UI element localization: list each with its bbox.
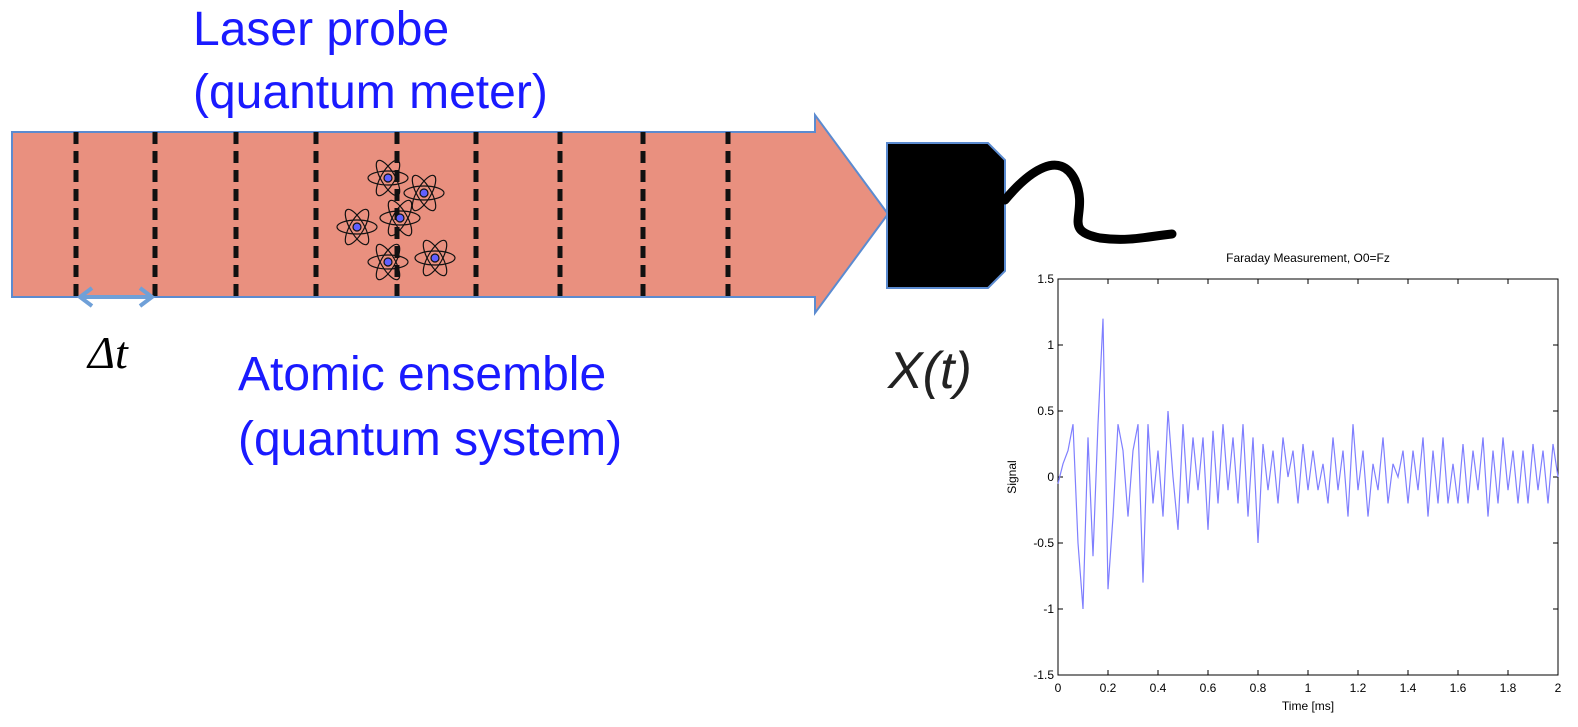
ensemble-label: (quantum system) [238, 413, 622, 466]
atoms [336, 159, 456, 281]
y-tick-label: -0.5 [1033, 536, 1054, 550]
time-slices [73, 132, 731, 297]
x-tick-label: 1.4 [1400, 681, 1417, 695]
x-tick-label: 1.6 [1450, 681, 1467, 695]
signal-line [1057, 318, 1559, 610]
y-axis-label: Signal [1005, 460, 1019, 493]
interval-label: Δt [86, 327, 129, 378]
y-tick-label: 0.5 [1037, 404, 1054, 418]
detector [886, 142, 1006, 289]
y-tick-label: -1 [1043, 602, 1054, 616]
ensemble-label: Atomic ensemble [238, 348, 606, 401]
x-tick-label: 1.2 [1350, 681, 1367, 695]
y-tick-label: -1.5 [1033, 668, 1054, 682]
probe-arrow [11, 111, 890, 317]
interval-arrow [76, 286, 156, 308]
x-tick-label: 0.2 [1100, 681, 1117, 695]
y-tick-label: 0 [1047, 470, 1054, 484]
x-tick-label: 0.6 [1200, 681, 1217, 695]
probe-label: Laser probe [193, 3, 449, 56]
y-tick-label: 1.5 [1037, 272, 1054, 286]
x-tick-label: 1.8 [1500, 681, 1517, 695]
x-tick-label: 0.4 [1150, 681, 1167, 695]
chart: Faraday Measurement, O0=Fz Time [ms] Signa… [1005, 251, 1562, 713]
cable [1000, 160, 1177, 244]
x-tick-label: 0 [1055, 681, 1062, 695]
x-tick-label: 1 [1305, 681, 1312, 695]
x-tick-label: 2 [1555, 681, 1562, 695]
y-tick-label: 1 [1047, 338, 1054, 352]
plot-frame [1057, 278, 1559, 676]
output-label: X(t) [887, 342, 972, 400]
x-axis-label: Time [ms] [1282, 699, 1334, 713]
x-tick-label: 0.8 [1250, 681, 1267, 695]
chart-title: Faraday Measurement, O0=Fz [1226, 251, 1390, 265]
probe-label: (quantum meter) [193, 66, 548, 119]
